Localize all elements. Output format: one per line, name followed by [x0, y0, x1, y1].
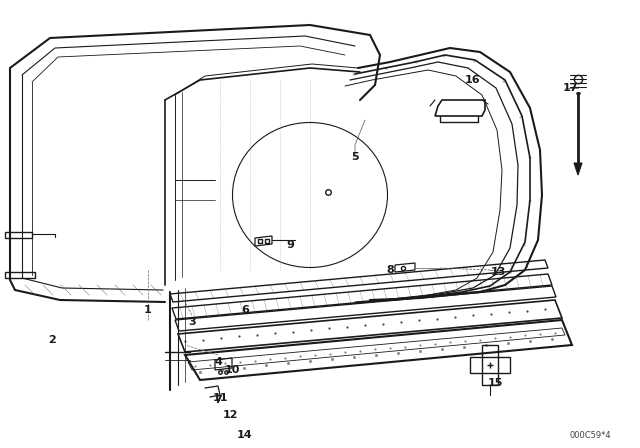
Text: 14: 14	[237, 430, 253, 440]
Text: 12: 12	[222, 410, 237, 420]
Text: 1: 1	[144, 305, 152, 315]
Text: 000C59*4: 000C59*4	[569, 431, 611, 439]
Text: 8: 8	[386, 265, 394, 275]
Text: 10: 10	[224, 365, 240, 375]
Text: 15: 15	[487, 378, 502, 388]
Text: 13: 13	[490, 267, 506, 277]
Text: 11: 11	[212, 393, 228, 403]
Text: 3: 3	[188, 317, 196, 327]
Text: 17: 17	[563, 83, 578, 93]
Text: 16: 16	[465, 75, 481, 85]
Text: 2: 2	[48, 335, 56, 345]
Polygon shape	[574, 163, 582, 175]
Text: 6: 6	[241, 305, 249, 315]
Text: 9: 9	[286, 240, 294, 250]
Text: 5: 5	[351, 152, 359, 162]
Text: 7: 7	[214, 395, 222, 405]
Text: 4: 4	[214, 357, 222, 367]
